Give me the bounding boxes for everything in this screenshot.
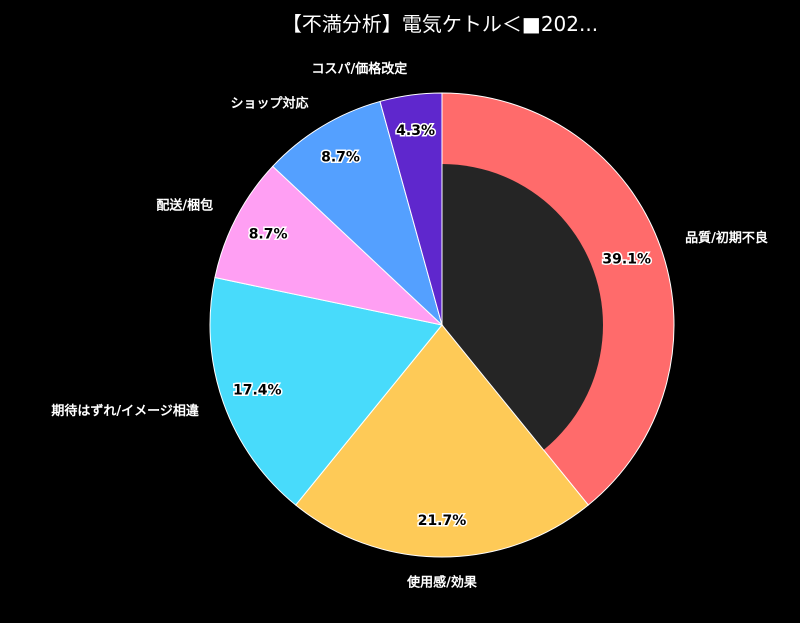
slice-value-label: 17.4% bbox=[233, 383, 282, 399]
slice-value-label: 39.1% bbox=[602, 251, 651, 267]
slice-value-label: 4.3% bbox=[396, 123, 435, 139]
slice-2 bbox=[294, 324, 590, 558]
slice-5 bbox=[272, 100, 443, 327]
slice-6 bbox=[379, 92, 443, 326]
slice-category-label: 配送/梱包 bbox=[156, 197, 213, 213]
slice-3 bbox=[209, 276, 443, 506]
slice-category-label: 品質/初期不良 bbox=[685, 230, 768, 246]
slice-category-label: ショップ対応 bbox=[230, 96, 308, 112]
chart-title: 【不満分析】電気ケトル＜■202... bbox=[281, 12, 599, 36]
slice-value-label: 8.7% bbox=[249, 227, 288, 243]
slice-value-label: 21.7% bbox=[418, 513, 467, 529]
slice-value-label: 8.7% bbox=[321, 149, 360, 165]
slice-category-label: 期待はずれ/イメージ相違 bbox=[51, 403, 199, 419]
slice-category-label: コスパ/価格改定 bbox=[311, 61, 407, 77]
slice-category-label: 使用感/効果 bbox=[406, 575, 477, 591]
slice-4 bbox=[214, 165, 444, 326]
